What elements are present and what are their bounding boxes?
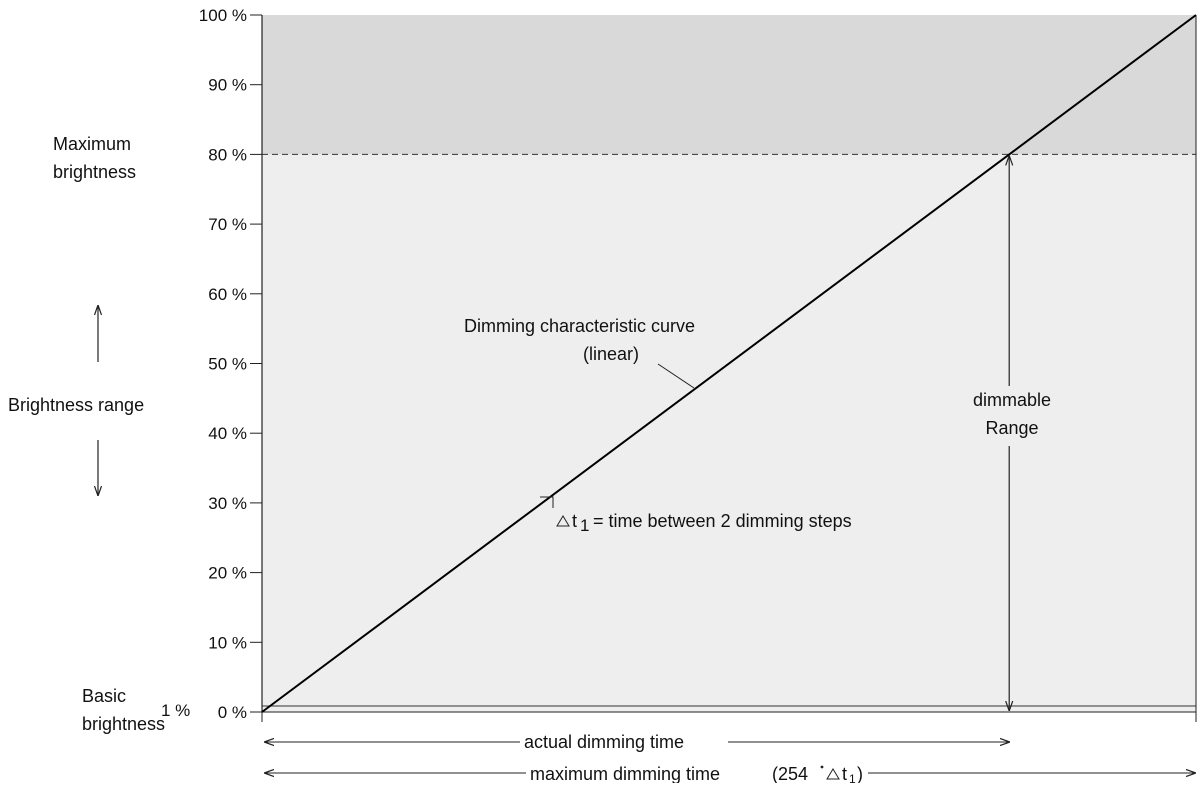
delta-icon-2 — [826, 768, 840, 780]
step-description: = time between 2 dimming steps — [593, 511, 852, 531]
y-tick-label: 100 % — [199, 6, 247, 25]
curve-leader-line — [657, 363, 695, 389]
basic-brightness-value: 1 % — [161, 701, 190, 720]
multiply-dot — [820, 765, 824, 769]
max-dimming-time-formula-close: ) — [857, 764, 863, 783]
above-max-brightness-band — [262, 15, 1196, 155]
dimmable-range-label-1: dimmable — [973, 390, 1051, 410]
dimmable-range-label-2: Range — [985, 418, 1038, 438]
curve-label-2: (linear) — [583, 344, 639, 364]
dimming-curve-line — [261, 14, 1197, 713]
actual-dimming-time-label: actual dimming time — [524, 732, 684, 752]
basic-brightness-label-1: Basic — [82, 686, 126, 706]
step-symbol: t — [572, 511, 577, 531]
max-dimming-time-formula-sub: 1 — [849, 772, 856, 783]
max-brightness-label-2: brightness — [53, 162, 136, 182]
max-dimming-time-label: maximum dimming time — [530, 764, 720, 783]
y-tick-label: 40 % — [208, 424, 247, 443]
brightness-range-label: Brightness range — [8, 395, 144, 415]
y-tick-label: 60 % — [208, 285, 247, 304]
y-tick-label: 80 % — [208, 145, 247, 164]
y-tick-label: 10 % — [208, 633, 247, 652]
basic-brightness-label-2: brightness — [82, 714, 165, 734]
y-tick-label: 50 % — [208, 355, 247, 374]
max-brightness-label-1: Maximum — [53, 134, 131, 154]
y-tick-label: 20 % — [208, 564, 247, 583]
dimmable-range-band — [262, 154, 1196, 712]
delta-icon — [556, 515, 570, 527]
curve-label-1: Dimming characteristic curve — [464, 316, 695, 336]
y-tick-label: 90 % — [208, 76, 247, 95]
y-tick-label: 30 % — [208, 494, 247, 513]
max-dimming-time-formula-t: t — [842, 764, 847, 783]
step-subscript: 1 — [580, 516, 589, 535]
y-axis-ticks: 100 % 90 % 80 % 70 % 60 % 50 % 40 % 30 % 20 % 10 … — [199, 6, 262, 722]
step-corner-mark — [540, 496, 554, 508]
y-tick-label: 70 % — [208, 215, 247, 234]
y-tick-label: 0 % — [218, 703, 247, 722]
max-dimming-time-formula-num: (254 — [772, 764, 808, 783]
